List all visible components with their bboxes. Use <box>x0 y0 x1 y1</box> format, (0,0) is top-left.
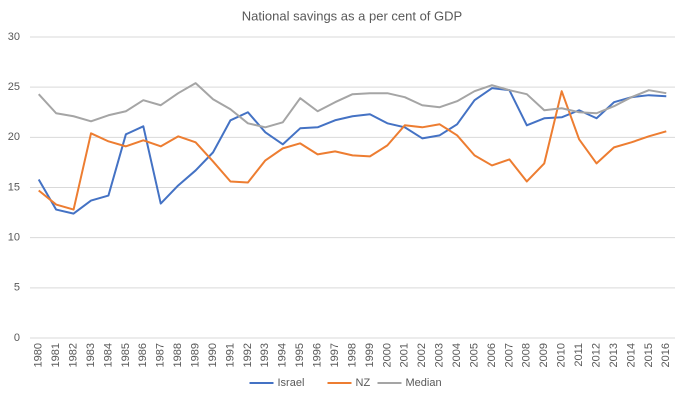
x-tick-label: 1984 <box>102 343 114 367</box>
y-tick-label: 5 <box>14 282 20 294</box>
y-tick-label: 20 <box>8 131 20 143</box>
x-tick-label: 2007 <box>503 343 515 367</box>
x-tick-label: 1985 <box>120 343 132 367</box>
y-tick-label: 15 <box>8 181 20 193</box>
series-line <box>38 90 667 211</box>
x-tick-label: 1980 <box>33 343 45 367</box>
x-tick-label: 2004 <box>451 343 463 367</box>
y-tick-label: 10 <box>8 232 20 244</box>
x-tick-label: 2000 <box>381 343 393 367</box>
x-tick-label: 1991 <box>224 343 236 367</box>
x-tick-label: 2001 <box>399 343 411 367</box>
x-tick-label: 2006 <box>486 343 498 367</box>
chart-title: National savings as a per cent of GDP <box>242 8 462 23</box>
x-tick-label: 2012 <box>590 343 602 367</box>
legend-label: Median <box>406 377 442 389</box>
x-tick-label: 2002 <box>416 343 428 367</box>
y-tick-label: 0 <box>14 332 20 344</box>
series-line <box>37 82 667 129</box>
x-tick-label: 2008 <box>521 343 533 367</box>
x-tick-label: 1995 <box>294 343 306 367</box>
x-tick-label: 2010 <box>556 343 568 367</box>
x-tick-label: 1989 <box>190 343 202 367</box>
x-tick-label: 2015 <box>643 343 655 367</box>
x-tick-label: 2005 <box>468 343 480 367</box>
x-tick-label: 2011 <box>573 343 585 367</box>
x-tick-label: 1981 <box>50 343 62 367</box>
x-tick-label: 2014 <box>625 343 637 367</box>
legend-label: NZ <box>356 377 371 389</box>
y-tick-label: 25 <box>8 81 20 93</box>
x-tick-label: 1990 <box>207 343 219 367</box>
x-tick-label: 1994 <box>277 343 289 367</box>
x-tick-label: 2013 <box>608 343 620 367</box>
x-tick-label: 1992 <box>242 343 254 367</box>
x-tick-label: 1987 <box>155 343 167 367</box>
x-tick-label: 1996 <box>312 343 324 367</box>
x-tick-label: 2009 <box>538 343 550 367</box>
x-tick-label: 1993 <box>259 343 271 367</box>
x-tick-label: 1999 <box>364 343 376 367</box>
x-tick-label: 1998 <box>346 343 358 367</box>
x-tick-label: 2003 <box>434 343 446 367</box>
x-tick-label: 2016 <box>660 343 672 367</box>
x-tick-label: 1988 <box>172 343 184 367</box>
y-tick-label: 30 <box>8 31 20 43</box>
x-tick-label: 1997 <box>329 343 341 367</box>
series-line <box>37 87 667 215</box>
x-tick-label: 1983 <box>85 343 97 367</box>
x-tick-label: 1982 <box>67 343 79 367</box>
x-tick-label: 1986 <box>137 343 149 367</box>
legend-label: Israel <box>278 377 305 389</box>
